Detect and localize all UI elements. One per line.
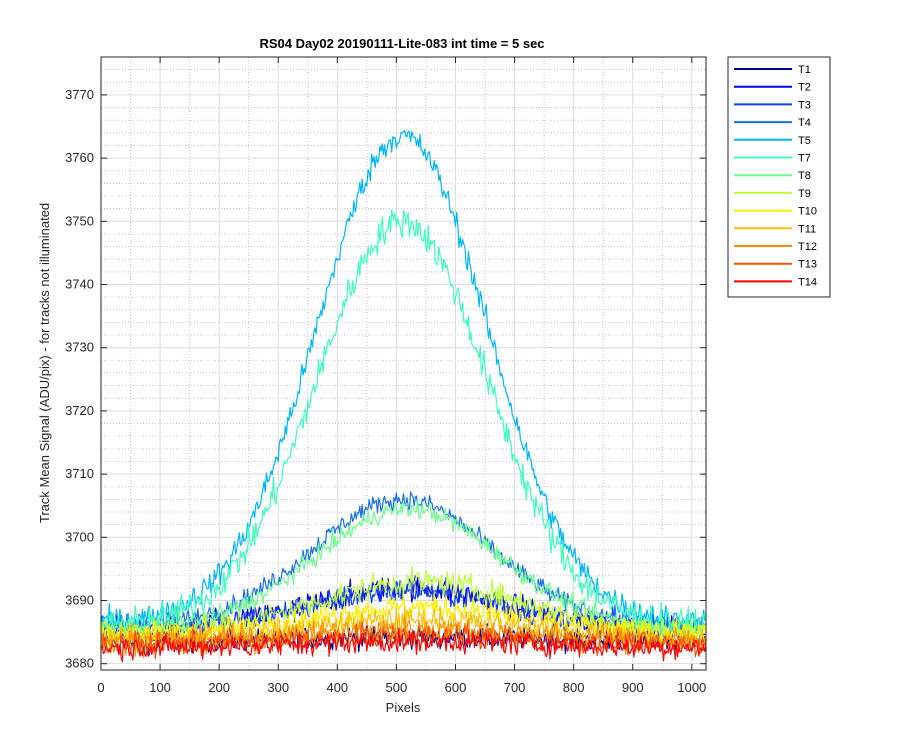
legend-label-t5: T5 bbox=[798, 135, 811, 147]
x-tick-label: 500 bbox=[386, 680, 408, 695]
legend-label-t13: T13 bbox=[798, 259, 817, 271]
y-tick-labels: 3680 3690 3700 3710 3720 3730 3740 3750 3760 3770 bbox=[65, 87, 94, 671]
legend-label-t7: T7 bbox=[798, 153, 811, 165]
x-tick-label: 0 bbox=[97, 680, 104, 695]
y-tick-label: 3740 bbox=[65, 277, 94, 292]
plot-background bbox=[101, 57, 706, 670]
y-tick-label: 3710 bbox=[65, 466, 94, 481]
chart-title: RS04 Day02 20190111-Lite-083 int time = … bbox=[259, 36, 544, 51]
legend-label-t12: T12 bbox=[798, 241, 817, 253]
x-tick-label: 700 bbox=[504, 680, 526, 695]
legend-label-t11: T11 bbox=[798, 223, 816, 235]
series-line-t11 bbox=[100, 605, 707, 653]
legend: T1 T2 T3 T4 T5 T7 T8 T9 T10 T11 T12 T13 T14 bbox=[727, 56, 831, 298]
y-tick-label: 3720 bbox=[65, 403, 94, 418]
legend-label-t10: T10 bbox=[798, 206, 817, 218]
legend-label-t4: T4 bbox=[798, 117, 811, 129]
x-tick-label: 100 bbox=[149, 680, 171, 695]
series-line-t7 bbox=[100, 209, 707, 649]
x-tick-label: 400 bbox=[326, 680, 348, 695]
series-lines bbox=[100, 129, 707, 663]
y-tick-label: 3760 bbox=[65, 150, 94, 165]
plot-frame bbox=[100, 56, 707, 671]
x-axis-label: Pixels bbox=[386, 700, 421, 715]
axis-ticks bbox=[100, 57, 706, 670]
y-tick-label: 3690 bbox=[65, 592, 94, 607]
legend-label-t8: T8 bbox=[798, 170, 811, 182]
plot-area bbox=[100, 56, 707, 671]
x-tick-label: 1000 bbox=[677, 680, 706, 695]
y-tick-label: 3770 bbox=[65, 87, 94, 102]
legend-box bbox=[727, 56, 831, 298]
x-tick-label: 800 bbox=[563, 680, 585, 695]
x-tick-label: 200 bbox=[208, 680, 230, 695]
series-line-t8 bbox=[100, 499, 707, 640]
legend-label-t2: T2 bbox=[798, 82, 811, 94]
y-tick-label: 3730 bbox=[65, 340, 94, 355]
legend-label-t3: T3 bbox=[798, 99, 811, 111]
series-line-t14 bbox=[100, 627, 707, 663]
legend-label-t14: T14 bbox=[798, 276, 817, 288]
y-tick-label: 3680 bbox=[65, 656, 94, 671]
y-tick-label: 3750 bbox=[65, 213, 94, 228]
series-line-t4 bbox=[100, 491, 707, 636]
y-tick-label: 3700 bbox=[65, 529, 94, 544]
x-tick-label: 900 bbox=[622, 680, 644, 695]
y-axis-label: Track Mean Signal (ADU/pix) - for tracks… bbox=[37, 203, 52, 523]
legend-label-t1: T1 bbox=[798, 64, 811, 76]
minor-grid bbox=[101, 57, 706, 670]
x-tick-label: 300 bbox=[267, 680, 289, 695]
legend-items: T1 T2 T3 T4 T5 T7 T8 T9 T10 T11 T12 T13 T14 bbox=[734, 64, 817, 288]
legend-label-t9: T9 bbox=[798, 188, 811, 200]
x-tick-label: 600 bbox=[445, 680, 467, 695]
x-tick-labels: 0 100 200 300 400 500 600 700 800 900 1000 bbox=[97, 680, 706, 695]
